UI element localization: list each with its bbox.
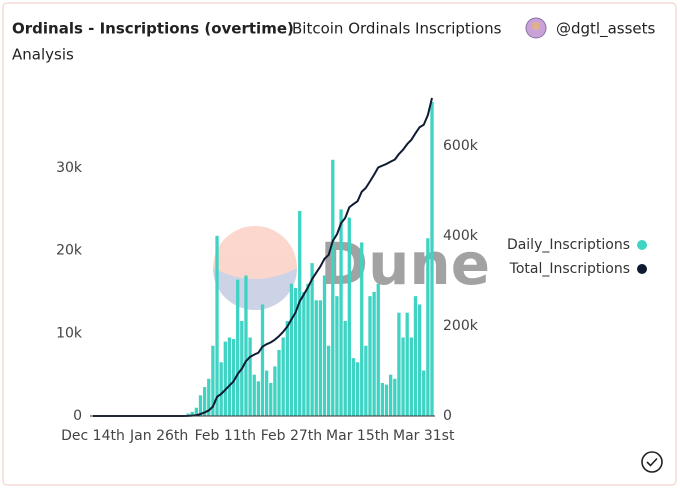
check-icon[interactable] (641, 451, 663, 473)
x-tick-label: Dec 14th (61, 428, 125, 444)
bar (285, 320, 289, 416)
bar (426, 238, 430, 416)
bar (269, 382, 273, 416)
bar (310, 263, 314, 416)
bar (198, 395, 203, 416)
x-tick-label: Mar 31st (393, 428, 455, 444)
y-tick-label: 30k (56, 160, 83, 176)
bar (273, 366, 277, 416)
bar (343, 320, 347, 416)
bar (409, 337, 413, 416)
category: Analysis (12, 46, 74, 64)
bar (401, 337, 405, 416)
bar (355, 362, 360, 416)
y2-tick-label: 200k (443, 318, 479, 334)
bar (314, 300, 318, 416)
bar (306, 283, 310, 416)
avatar-face (532, 22, 540, 30)
x-tick-label: Feb 11th (195, 428, 256, 444)
bar (430, 101, 434, 416)
bar (376, 283, 380, 416)
bar (335, 296, 339, 416)
chart-subtitle[interactable]: Bitcoin Ordinals Inscriptions (292, 20, 502, 38)
bar (293, 287, 298, 416)
bar (219, 362, 223, 416)
chart-title: Ordinals - Inscriptions (overtime) (12, 20, 294, 38)
bar (227, 337, 232, 416)
x-tick-label: Feb 27th (261, 428, 322, 444)
bar (264, 370, 269, 416)
bar (252, 374, 256, 416)
bar (318, 300, 323, 416)
x-tick-label: Mar 15th (326, 428, 389, 444)
bar (298, 211, 302, 416)
bar (260, 304, 265, 416)
bar (405, 312, 409, 416)
bar (422, 370, 426, 416)
bar (186, 413, 190, 416)
bar (347, 217, 351, 416)
bar (389, 374, 393, 416)
bar (289, 283, 294, 416)
bar (202, 387, 207, 416)
y2-tick-label: 600k (443, 138, 479, 154)
bar (248, 337, 252, 416)
legend-swatch (637, 240, 647, 250)
bar (417, 304, 422, 416)
bar (364, 345, 368, 416)
bar (393, 378, 397, 416)
bar (339, 209, 343, 416)
bar (351, 358, 356, 416)
bar (256, 381, 261, 416)
bar (207, 378, 211, 416)
legend-label: Total_Inscriptions (509, 261, 630, 277)
bar (384, 384, 389, 416)
y-tick-label: 0 (73, 408, 82, 424)
bar (215, 235, 219, 416)
bar (231, 339, 236, 416)
y2-tick-label: 400k (443, 228, 479, 244)
bar (211, 345, 215, 416)
bar (281, 337, 285, 416)
bar (244, 275, 248, 416)
x-tick-label: Jan 26th (129, 428, 188, 444)
y-tick-label: 20k (56, 243, 83, 259)
bar (413, 296, 418, 416)
watermark-logo (213, 226, 297, 310)
bar (380, 382, 385, 416)
legend-swatch (637, 264, 647, 274)
bar (372, 292, 376, 416)
bar (236, 279, 240, 416)
y2-tick-label: 0 (443, 408, 452, 424)
y-tick-label: 10k (56, 325, 83, 341)
bar (302, 292, 306, 416)
bar (331, 159, 335, 416)
bar (322, 275, 327, 416)
bar (326, 345, 331, 416)
bar (223, 341, 227, 416)
bar (194, 407, 199, 416)
bar (277, 349, 281, 416)
bar (190, 411, 194, 416)
bar (368, 296, 372, 416)
author[interactable]: @dgtl_assets (556, 20, 656, 39)
bar (360, 242, 364, 416)
bar (397, 312, 401, 416)
legend-label: Daily_Inscriptions (507, 237, 630, 253)
